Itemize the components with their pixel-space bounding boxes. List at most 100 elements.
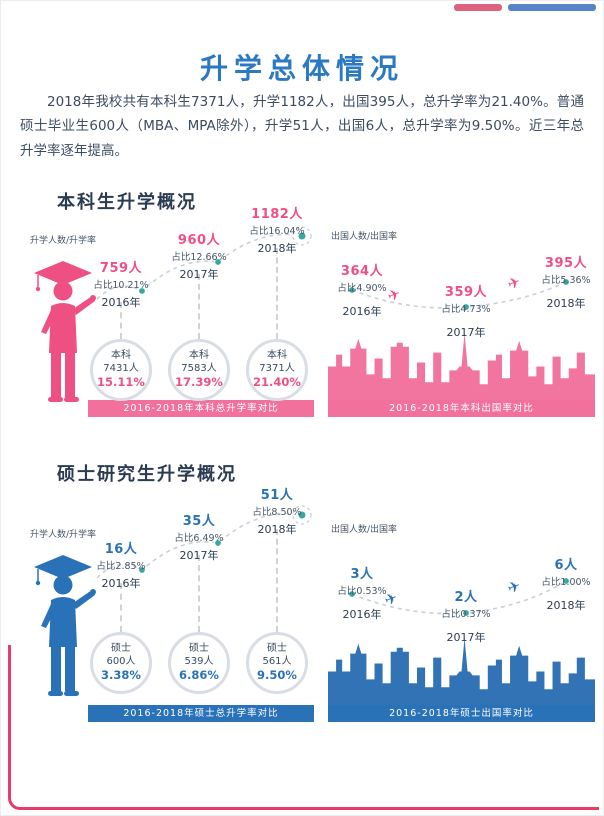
- dashed-connector-line: [276, 529, 278, 632]
- promotion-point-2017: 960人 占比12.66% 2017年: [167, 229, 231, 282]
- point-share: 占比2.85%: [96, 561, 146, 572]
- dashed-connector-line: [276, 248, 278, 339]
- city-skyline-icon: [328, 332, 595, 400]
- axis-label-undergrad-promotion: 升学人数/升学率: [30, 236, 97, 246]
- point-year: 2016年: [101, 577, 141, 590]
- point-count: 3人: [350, 567, 374, 582]
- point-count: 51人: [260, 488, 294, 503]
- badge-undergrad-2017: 本科 7583人 17.39%: [168, 339, 230, 401]
- banner-master-abroad: 2016-2018年硕士出国率对比: [328, 705, 595, 722]
- point-share: 占比1.00%: [541, 577, 591, 588]
- point-count: 6人: [554, 558, 578, 573]
- point-count: 2人: [454, 590, 478, 605]
- badge-total: 539人: [184, 655, 214, 667]
- point-year: 2018年: [257, 523, 297, 536]
- badge-rate: 17.39%: [175, 375, 223, 390]
- badge-master-2017: 硕士 539人 6.86%: [168, 632, 230, 694]
- point-share: 占比6.49%: [174, 533, 224, 544]
- axis-label-undergrad-abroad: 出国人数/出国率: [331, 232, 398, 242]
- point-share: 占比4.90%: [337, 283, 387, 294]
- point-year: 2017年: [446, 631, 486, 644]
- abroad-point-2017: 2人 占比0.37% 2017年: [434, 586, 498, 645]
- point-share: 占比10.21%: [93, 280, 149, 291]
- axis-label-master-abroad: 出国人数/出国率: [331, 525, 398, 535]
- badge-undergrad-2018: 本科 7371人 21.40%: [246, 339, 308, 401]
- point-year: 2016年: [342, 608, 382, 621]
- watermark-blue-text: [508, 4, 596, 11]
- point-count: 16人: [104, 542, 138, 557]
- badge-total: 7583人: [181, 362, 217, 374]
- dashed-connector-line: [198, 274, 200, 339]
- badge-group: 本科: [111, 350, 131, 362]
- site-watermark: [454, 4, 596, 11]
- point-count: 35人: [182, 514, 216, 529]
- badge-total: 561人: [262, 655, 292, 667]
- trend-line-master-promotion: [96, 505, 312, 579]
- promotion-point-2016: 16人 占比2.85% 2016年: [89, 538, 153, 591]
- badge-rate: 3.38%: [101, 668, 141, 683]
- trend-line-undergrad-promotion: [96, 226, 312, 300]
- badge-group: 本科: [267, 350, 287, 362]
- poster-border-frame: [8, 645, 599, 810]
- trend-line-undergrad-abroad: [347, 277, 571, 312]
- watermark-red-text: [454, 4, 502, 11]
- point-share: 占比0.37%: [441, 609, 491, 620]
- dashed-connector-line: [120, 583, 122, 632]
- badge-rate: 6.86%: [179, 668, 219, 683]
- badge-undergrad-2016: 本科 7431人 15.11%: [90, 339, 152, 401]
- point-share: 占比5.36%: [541, 275, 591, 286]
- intro-paragraph: 2018年我校共有本科生7371人，升学1182人，出国395人，总升学率为21…: [20, 93, 584, 160]
- page-title: 升学总体情况: [199, 51, 404, 85]
- promotion-point-2018: 1182人 占比16.04% 2018年: [245, 203, 309, 256]
- point-share: 占比12.66%: [171, 252, 227, 263]
- point-year: 2017年: [446, 326, 486, 339]
- badge-rate: 9.50%: [257, 668, 297, 683]
- point-share: 占比0.53%: [337, 586, 387, 597]
- banner-undergrad-promotion: 2016-2018年本科总升学率对比: [88, 400, 314, 417]
- badge-group: 硕士: [267, 643, 287, 655]
- banner-undergrad-abroad: 2016-2018年本科出国率对比: [328, 400, 595, 417]
- point-count: 364人: [340, 264, 384, 279]
- point-count: 359人: [444, 285, 488, 300]
- badge-rate: 15.11%: [97, 375, 145, 390]
- point-share: 占比4.73%: [441, 304, 491, 315]
- badge-total: 600人: [106, 655, 136, 667]
- abroad-point-2016: 3人 占比0.53% 2016年: [330, 563, 394, 622]
- section-heading-undergrad: 本科生升学概况: [57, 191, 197, 213]
- abroad-point-2018: 6人 占比1.00% 2018年: [534, 554, 598, 613]
- graduate-figure-icon: [28, 258, 98, 412]
- point-count: 960人: [177, 233, 221, 248]
- badge-master-2018: 硕士 561人 9.50%: [246, 632, 308, 694]
- point-year: 2016年: [342, 305, 382, 318]
- point-count: 1182人: [251, 207, 303, 222]
- point-year: 2018年: [546, 599, 586, 612]
- section-heading-master: 硕士研究生升学概况: [57, 463, 237, 485]
- point-count: 395人: [544, 256, 588, 271]
- badge-rate: 21.40%: [253, 375, 301, 390]
- point-year: 2018年: [546, 297, 586, 310]
- badge-group: 本科: [189, 350, 209, 362]
- abroad-point-2018: 395人 占比5.36% 2018年: [534, 252, 598, 311]
- point-year: 2017年: [179, 549, 219, 562]
- trend-line-master-abroad: [347, 576, 571, 618]
- badge-group: 硕士: [111, 643, 131, 655]
- abroad-point-2017: 359人 占比4.73% 2017年: [434, 281, 498, 340]
- promotion-point-2018: 51人 占比8.50% 2018年: [245, 484, 309, 537]
- point-year: 2018年: [257, 242, 297, 255]
- badge-group: 硕士: [189, 643, 209, 655]
- promotion-point-2016: 759人 占比10.21% 2016年: [89, 257, 153, 310]
- dashed-connector-line: [198, 555, 200, 632]
- point-year: 2017年: [179, 268, 219, 281]
- city-skyline-icon: [328, 637, 595, 705]
- promotion-point-2017: 35人 占比6.49% 2017年: [167, 510, 231, 563]
- point-share: 占比8.50%: [252, 507, 302, 518]
- graduate-figure-icon: [28, 552, 98, 706]
- point-count: 759人: [99, 261, 143, 276]
- badge-total: 7371人: [259, 362, 295, 374]
- badge-master-2016: 硕士 600人 3.38%: [90, 632, 152, 694]
- banner-master-promotion: 2016-2018年硕士总升学率对比: [88, 705, 314, 722]
- point-share: 占比16.04%: [249, 226, 305, 237]
- point-year: 2016年: [101, 296, 141, 309]
- axis-label-master-promotion: 升学人数/升学率: [30, 530, 97, 540]
